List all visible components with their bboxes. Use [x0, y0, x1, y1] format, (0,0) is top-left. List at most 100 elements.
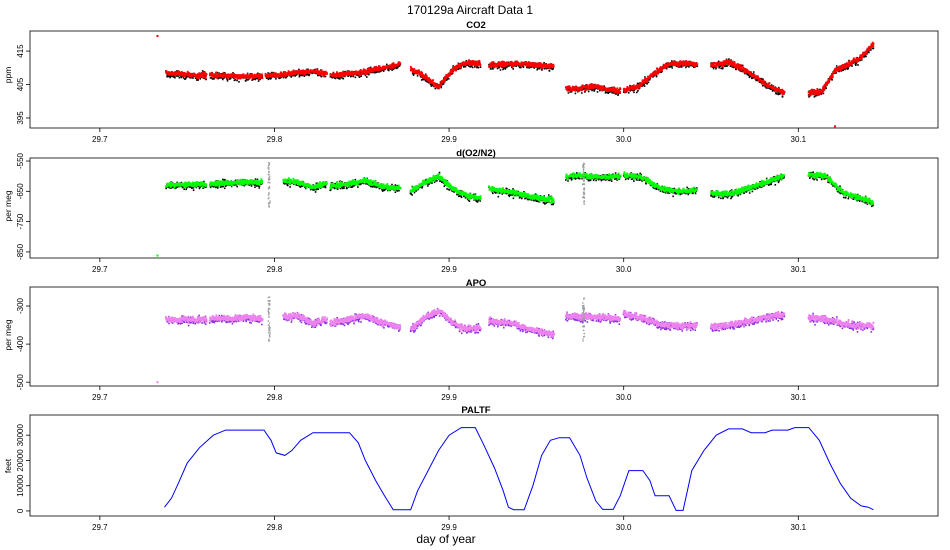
apo-segment — [282, 311, 328, 328]
co2-segment — [710, 58, 786, 98]
apo-segment — [564, 311, 621, 325]
o2n2-segment — [329, 177, 402, 193]
co2-x-tick-label: 30.1 — [791, 135, 807, 144]
co2-panel-title: CO2 — [466, 20, 486, 31]
apo-segment-points — [488, 316, 555, 338]
apo-segment-points — [807, 314, 875, 331]
co2-segment — [807, 41, 875, 98]
figure-title: 170129a Aircraft Data 1 — [407, 3, 533, 17]
apo-segment — [709, 311, 786, 332]
co2-plot-area: 29.7 29.8 29.9 30.0 30.1 395 405 415 — [16, 30, 939, 144]
apo-x-tick-label: 29.8 — [267, 393, 283, 402]
o2n2-ylabel: per meg — [3, 190, 13, 221]
o2n2-segment-points — [622, 171, 698, 195]
apo-plot-area: 29.7 29.8 29.9 30.0 30.1 -500 -400 -300 — [16, 286, 939, 402]
co2-y-tick-label: 415 — [16, 44, 25, 58]
apo-plot-frame — [29, 286, 939, 387]
o2n2-x-tick-label: 30.1 — [791, 265, 807, 274]
o2n2-segment — [622, 171, 698, 198]
apo-outlier-point — [156, 381, 159, 384]
co2-y-tick-label: 395 — [16, 111, 25, 125]
o2n2-x-tick-label: 29.7 — [92, 265, 108, 274]
apo-grey-marker — [581, 297, 586, 342]
co2-segment-points — [165, 70, 208, 79]
o2n2-segment — [409, 171, 482, 203]
o2n2-segment — [488, 185, 555, 206]
co2-x-tick-label: 29.8 — [267, 135, 283, 144]
o2n2-y-tick-label: -550 — [16, 152, 25, 169]
co2-segment-points — [710, 59, 786, 96]
paltf-panel-title: PALTF — [461, 405, 490, 416]
paltf-ylabel: feet — [3, 458, 13, 473]
apo-x-tick-label: 30.1 — [791, 393, 807, 402]
o2n2-y-tick-label: -750 — [16, 213, 25, 230]
co2-segment — [264, 68, 328, 81]
apo-segment — [807, 312, 875, 333]
apo-segment-points — [329, 313, 401, 330]
paltf-x-tick-label: 29.7 — [92, 523, 108, 532]
o2n2-segment — [710, 173, 786, 200]
co2-segment — [165, 70, 208, 81]
o2n2-segment-points — [165, 181, 208, 189]
apo-y-tick-label: -300 — [16, 297, 25, 314]
co2-segment-edge-points — [565, 83, 622, 96]
o2n2-panel-title: d(O2/N2) — [456, 148, 496, 159]
apo-segment-points — [709, 311, 786, 331]
o2n2-grey-marker — [582, 162, 586, 205]
o2n2-y-tick-label: -650 — [16, 183, 25, 200]
co2-segment-edge-points — [710, 58, 786, 98]
paltf-panel: PALTF feet 29.7 29.8 29.9 30.0 30.1 0 10000 200… — [3, 405, 939, 532]
co2-panel: CO2 ppm 29.7 29.8 29.9 30.0 30.1 395 405 415 — [3, 20, 939, 144]
co2-segment — [488, 60, 555, 72]
o2n2-x-tick-label: 29.8 — [267, 265, 283, 274]
paltf-series-line — [164, 427, 874, 511]
apo-grey-marker — [267, 296, 271, 342]
co2-segment-points — [329, 61, 402, 79]
apo-segment — [622, 310, 698, 332]
apo-segment-points — [409, 308, 482, 333]
o2n2-segment-points — [710, 174, 786, 198]
co2-x-tick-label: 29.7 — [92, 135, 108, 144]
apo-panel: APO per meg 29.7 29.8 29.9 30.0 30.1 -500 -400… — [3, 278, 939, 402]
o2n2-segment-points — [282, 177, 328, 190]
co2-segment — [622, 60, 699, 94]
o2n2-grey-marker — [267, 162, 271, 208]
co2-outlier-point — [156, 35, 159, 38]
x-axis-label: day of year — [416, 532, 475, 546]
apo-segment — [208, 313, 264, 326]
apo-x-tick-label: 29.9 — [441, 393, 457, 402]
apo-x-tick-label: 29.7 — [92, 393, 108, 402]
co2-x-tick-label: 30.0 — [616, 135, 632, 144]
apo-y-tick-label: -400 — [16, 336, 25, 353]
co2-segment — [329, 61, 402, 80]
co2-segment-points — [622, 60, 699, 93]
co2-plot-frame — [29, 30, 939, 129]
o2n2-y-tick-label: -850 — [16, 243, 25, 260]
co2-segment-points — [264, 68, 328, 79]
apo-ylabel: per meg — [3, 319, 13, 350]
co2-segment-points — [565, 83, 622, 94]
apo-segment — [409, 307, 482, 335]
o2n2-plot-frame — [29, 157, 939, 259]
paltf-plot-area: 29.7 29.8 29.9 30.0 30.1 0 10000 20000 30000 — [16, 414, 939, 532]
co2-segment-points — [409, 59, 482, 90]
paltf-y-tick-label: 10000 — [16, 474, 25, 497]
paltf-x-tick-label: 30.1 — [791, 523, 807, 532]
co2-segment — [565, 83, 622, 96]
o2n2-segment-points — [564, 172, 622, 181]
co2-segment — [409, 59, 482, 90]
o2n2-x-tick-label: 29.9 — [441, 265, 457, 274]
co2-x-tick-label: 29.9 — [441, 135, 457, 144]
o2n2-segment-points — [209, 178, 263, 187]
co2-segment-points — [209, 71, 264, 80]
co2-ylabel: ppm — [3, 67, 13, 84]
o2n2-segment-points — [329, 177, 402, 192]
apo-segment — [329, 313, 401, 332]
paltf-x-tick-label: 29.9 — [441, 523, 457, 532]
o2n2-segment-points — [409, 173, 482, 201]
paltf-y-tick-label: 20000 — [16, 449, 25, 472]
paltf-y-tick-label: 30000 — [16, 424, 25, 447]
apo-segment — [165, 314, 208, 327]
apo-x-tick-label: 30.0 — [616, 393, 632, 402]
